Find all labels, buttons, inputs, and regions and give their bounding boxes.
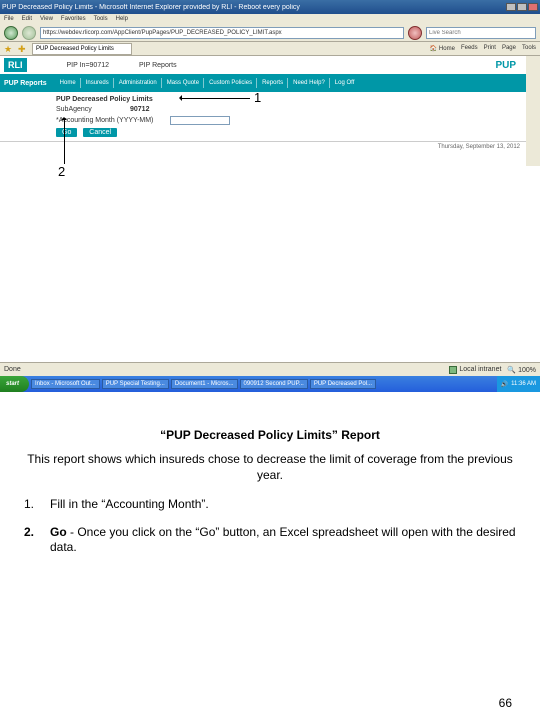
go-button[interactable]: Go <box>56 128 77 137</box>
acct-month-label: *Accounting Month (YYYY-MM) <box>56 117 166 124</box>
nav-home[interactable]: Home <box>56 78 81 88</box>
browser-tab[interactable]: PUP Decreased Policy Limits <box>32 43 132 55</box>
taskbar-item[interactable]: Document1 - Micros... <box>171 379 238 389</box>
nav-mass-quote[interactable]: Mass Quote <box>163 78 204 88</box>
pup-label: PUP <box>495 60 516 71</box>
menu-help[interactable]: Help <box>116 16 128 22</box>
ie-menubar: File Edit View Favorites Tools Help <box>0 14 540 24</box>
ie-tabrow: ★ ✚ PUP Decreased Policy Limits 🏠 Home F… <box>0 42 540 56</box>
annotation-arrow-2 <box>64 118 65 164</box>
app-content: RLI PIP In=90712 PIP Reports PUP PUP Rep… <box>0 56 540 166</box>
screenshot-region: PUP Decreased Policy Limits - Microsoft … <box>0 0 540 392</box>
form-title: PUP Decreased Policy Limits <box>56 96 516 103</box>
security-zone: Local intranet <box>449 366 501 374</box>
document-body: “PUP Decreased Policy Limits” Report Thi… <box>0 392 540 720</box>
tray-icon[interactable]: 🔊 <box>501 381 508 388</box>
pip-number: PIP In=90712 <box>67 62 110 69</box>
taskbar-item[interactable]: Inbox - Microsoft Out... <box>31 379 100 389</box>
app-footer: Thursday, September 13, 2012 <box>0 141 526 152</box>
sidebar-label: PUP Reports <box>4 80 47 87</box>
home-icon[interactable]: 🏠 Home <box>430 45 455 52</box>
taskbar: start Inbox - Microsoft Out... PUP Speci… <box>0 376 540 392</box>
step-2-text: Go - Once you click on the “Go” button, … <box>50 525 516 556</box>
page-number: 66 <box>499 696 512 710</box>
subagency-value: 90712 <box>130 106 149 113</box>
menu-view[interactable]: View <box>40 16 53 22</box>
nav-admin[interactable]: Administration <box>115 78 162 88</box>
zone-icon <box>449 366 457 374</box>
ie-titlebar: PUP Decreased Policy Limits - Microsoft … <box>0 0 540 14</box>
zoom-level[interactable]: 🔍 100% <box>507 366 536 374</box>
nav-help[interactable]: Need Help? <box>289 78 330 88</box>
annotation-arrow-1 <box>180 98 250 99</box>
close-icon[interactable] <box>528 3 538 11</box>
address-bar[interactable]: https://webdev.rlicorp.com/AppClient/Pup… <box>40 27 404 39</box>
subagency-label: SubAgency <box>56 106 126 113</box>
doc-title: “PUP Decreased Policy Limits” Report <box>24 428 516 442</box>
ie-statusbar: Done Local intranet 🔍 100% <box>0 362 540 376</box>
taskbar-item[interactable]: PUP Special Testing... <box>102 379 169 389</box>
menu-tools[interactable]: Tools <box>94 16 108 22</box>
taskbar-item[interactable]: 090912 Second PUP... <box>240 379 308 389</box>
window-title: PUP Decreased Policy Limits - Microsoft … <box>2 4 505 11</box>
menu-file[interactable]: File <box>4 16 14 22</box>
nav-insureds[interactable]: Insureds <box>82 78 114 88</box>
clock: 11:36 AM <box>511 381 536 387</box>
annotation-label-1: 1 <box>254 90 261 105</box>
tools-menu[interactable]: Tools <box>522 45 536 52</box>
start-button[interactable]: start <box>0 376 29 392</box>
page-menu[interactable]: Page <box>502 45 516 52</box>
favorites-icon[interactable]: ★ <box>4 44 14 54</box>
annotation-label-2: 2 <box>58 164 65 179</box>
taskbar-item[interactable]: PUP Decreased Pol... <box>310 379 376 389</box>
pip-reports-label: PIP Reports <box>139 62 177 69</box>
step-1-text: Fill in the “Accounting Month”. <box>50 497 209 513</box>
step-1: 1. Fill in the “Accounting Month”. <box>24 497 516 513</box>
menu-favorites[interactable]: Favorites <box>61 16 86 22</box>
acct-month-input[interactable] <box>170 116 230 125</box>
stop-icon[interactable] <box>408 26 422 40</box>
app-navbar: PUP Reports Home Insureds Administration… <box>0 76 526 92</box>
feeds-icon[interactable]: Feeds <box>461 45 478 52</box>
print-icon[interactable]: Print <box>484 45 496 52</box>
search-input[interactable] <box>427 30 535 36</box>
system-tray: 🔊 11:36 AM <box>497 376 540 392</box>
footer-date: Thursday, September 13, 2012 <box>438 144 520 150</box>
add-favorite-icon[interactable]: ✚ <box>18 44 28 54</box>
status-text: Done <box>4 366 21 373</box>
minimize-icon[interactable] <box>506 3 516 11</box>
rli-logo: RLI <box>4 58 27 72</box>
nav-logoff[interactable]: Log Off <box>331 78 359 88</box>
nav-custom-policies[interactable]: Custom Policies <box>205 78 257 88</box>
step-2: 2. Go - Once you click on the “Go” butto… <box>24 525 516 556</box>
menu-edit[interactable]: Edit <box>22 16 32 22</box>
forward-icon[interactable] <box>22 26 36 40</box>
search-box[interactable] <box>426 27 536 39</box>
ie-navbar: https://webdev.rlicorp.com/AppClient/Pup… <box>0 24 540 42</box>
doc-description: This report shows which insureds chose t… <box>24 452 516 483</box>
maximize-icon[interactable] <box>517 3 527 11</box>
back-icon[interactable] <box>4 26 18 40</box>
nav-reports[interactable]: Reports <box>258 78 288 88</box>
cancel-button[interactable]: Cancel <box>83 128 117 137</box>
